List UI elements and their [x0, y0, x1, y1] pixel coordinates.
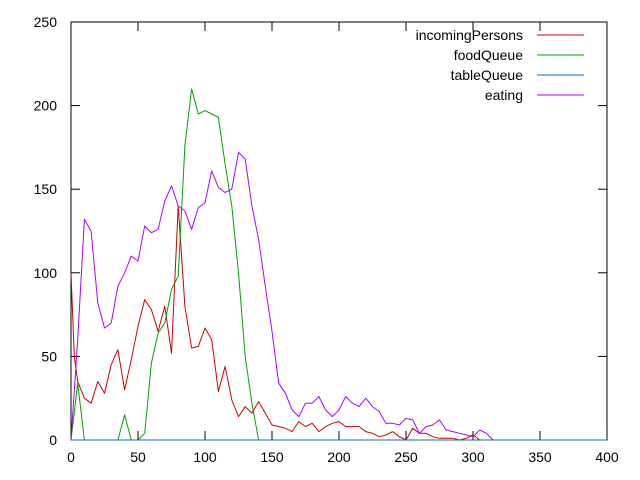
y-tick-label: 0 — [49, 432, 57, 448]
axis-ticks — [70, 21, 608, 441]
x-tick-label: 100 — [193, 449, 217, 465]
x-tick-label: 350 — [528, 449, 552, 465]
y-tick-label: 250 — [34, 14, 58, 30]
y-tick-label: 200 — [34, 98, 58, 114]
legend-label: foodQueue — [454, 47, 523, 63]
y-tick-label: 150 — [34, 181, 58, 197]
legend-label: eating — [485, 87, 523, 103]
series-line-eating — [70, 151, 494, 441]
plot-frame — [70, 21, 608, 441]
x-tick-label: 300 — [461, 449, 485, 465]
x-tick-label: 0 — [67, 449, 75, 465]
x-tick-label: 400 — [595, 449, 619, 465]
x-tick-label: 150 — [260, 449, 284, 465]
y-tick-label: 50 — [41, 348, 57, 364]
x-tick-label: 50 — [130, 449, 146, 465]
x-tick-label: 250 — [394, 449, 418, 465]
legend-label: tableQueue — [451, 67, 524, 83]
series-lines — [70, 88, 607, 441]
legend-label: incomingPersons — [416, 27, 523, 43]
x-tick-label: 200 — [327, 449, 351, 465]
legend: incomingPersons foodQueue tableQueue eating — [416, 27, 584, 103]
axis-tick-labels: 0 50 100 150 200 250 300 350 400 0 50 100 150 200 250 — [34, 14, 619, 465]
series-line-incomingPersons — [70, 205, 487, 441]
y-tick-label: 100 — [34, 265, 58, 281]
series-line-foodQueue — [70, 88, 266, 441]
